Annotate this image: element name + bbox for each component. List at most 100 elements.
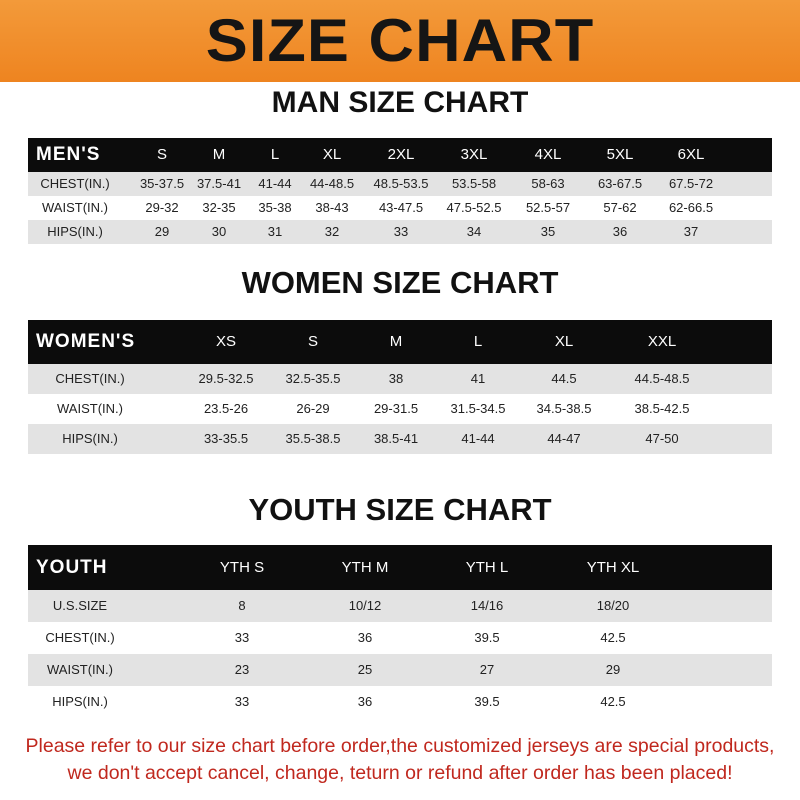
size-header: 3XL	[460, 146, 488, 163]
row-label: WAIST(IN.)	[57, 401, 123, 416]
men-size-table: MEN'S S M L XL 2XL 3XL 4XL 5XL 6XL CHEST(IN.) 35-37…	[28, 138, 772, 244]
table-cell: 58-63	[531, 176, 565, 191]
table-cell: 35-38	[258, 200, 292, 215]
youth-size-table: YOUTH YTH S YTH M YTH L YTH XL U.S.SIZE 8 10/12…	[28, 545, 772, 718]
table-cell: 38	[388, 371, 404, 386]
table-row: WAIST(IN.) 23 25 27 29	[28, 654, 772, 686]
row-label: HIPS(IN.)	[62, 431, 118, 446]
table-cell: 34.5-38.5	[536, 401, 592, 416]
table-cell: 37.5-41	[196, 176, 242, 191]
youth-section-title: YOUTH SIZE CHART	[248, 492, 552, 527]
row-label: HIPS(IN.)	[52, 694, 108, 709]
table-cell: 47-50	[645, 431, 679, 446]
table-cell: 32.5-35.5	[285, 371, 341, 386]
table-row: WAIST(IN.) 23.5-26 26-29 29-31.5 31.5-34.5 34…	[28, 394, 772, 424]
table-cell: 33-35.5	[203, 431, 249, 446]
women-size-table: WOMEN'S XS S M L XL XXL CHEST(IN.) 29.5-32.5 32.5…	[28, 320, 772, 454]
size-header: 2XL	[387, 146, 415, 163]
table-header-row: MEN'S S M L XL 2XL 3XL 4XL 5XL 6XL	[28, 138, 772, 172]
table-row: U.S.SIZE 8 10/12 14/16 18/20	[28, 590, 772, 622]
table-cell: 38-43	[315, 200, 349, 215]
table-cell: 44-48.5	[309, 176, 355, 191]
table-cell: 36	[357, 630, 373, 645]
size-header: XL	[554, 333, 574, 350]
row-label: CHEST(IN.)	[55, 371, 125, 386]
table-cell: 32-35	[202, 200, 236, 215]
table-cell: 67.5-72	[668, 176, 714, 191]
table-cell: 53.5-58	[451, 176, 497, 191]
table-header-row: WOMEN'S XS S M L XL XXL	[28, 320, 772, 364]
table-cell: 26-29	[296, 401, 330, 416]
size-header: L	[473, 333, 483, 350]
table-cell: 10/12	[348, 598, 382, 613]
table-cell: 36	[612, 224, 628, 239]
table-cell: 35-37.5	[139, 176, 185, 191]
table-cell: 23.5-26	[203, 401, 249, 416]
table-cell: 25	[357, 662, 373, 677]
table-row: CHEST(IN.) 33 36 39.5 42.5	[28, 622, 772, 654]
size-header: M	[389, 333, 403, 350]
table-cell: 33	[234, 694, 250, 709]
size-header: 4XL	[534, 146, 562, 163]
table-cell: 39.5	[474, 630, 500, 645]
table-cell: 33	[234, 630, 250, 645]
size-header: S	[307, 333, 319, 350]
size-header: XS	[215, 333, 237, 350]
size-header: M	[212, 146, 226, 163]
table-cell: 29-31.5	[373, 401, 419, 416]
table-header-row: YOUTH YTH S YTH M YTH L YTH XL	[28, 545, 772, 590]
table-cell: 44.5	[551, 371, 577, 386]
size-header: L	[270, 146, 280, 163]
table-cell: 52.5-57	[525, 200, 571, 215]
size-header: XXL	[647, 333, 677, 350]
table-cell: 38.5-42.5	[634, 401, 690, 416]
table-cell: 41-44	[258, 176, 292, 191]
table-cell: 44-47	[547, 431, 581, 446]
size-header: YTH XL	[586, 559, 640, 576]
table-cell: 8	[238, 598, 246, 613]
table-row: WAIST(IN.) 29-32 32-35 35-38 38-43 43-47.5 47.…	[28, 196, 772, 220]
size-header: S	[156, 146, 168, 163]
table-row: CHEST(IN.) 35-37.5 37.5-41 41-44 44-48.5 48.5…	[28, 172, 772, 196]
table-row: CHEST(IN.) 29.5-32.5 32.5-35.5 38 41 44.5 44.5…	[28, 364, 772, 394]
notice-line-2: we don't accept cancel, change, teturn o…	[67, 762, 733, 784]
women-section-title: WOMEN SIZE CHART	[241, 265, 559, 300]
row-label: WAIST(IN.)	[47, 662, 113, 677]
row-label: U.S.SIZE	[52, 598, 108, 613]
table-header-label: MEN'S	[36, 144, 101, 165]
row-label: WAIST(IN.)	[42, 200, 108, 215]
table-cell: 43-47.5	[378, 200, 424, 215]
table-header-label: YOUTH	[36, 557, 108, 578]
table-row: HIPS(IN.) 33-35.5 35.5-38.5 38.5-41 41-44 44-…	[28, 424, 772, 454]
men-section-title: MAN SIZE CHART	[271, 86, 529, 119]
table-cell: 41	[470, 371, 486, 386]
table-cell: 35	[540, 224, 556, 239]
table-cell: 23	[234, 662, 250, 677]
table-cell: 38.5-41	[373, 431, 419, 446]
table-cell: 29-32	[145, 200, 179, 215]
table-row: HIPS(IN.) 29 30 31 32 33 34 35 36 37	[28, 220, 772, 244]
size-header: 6XL	[677, 146, 705, 163]
table-header-label: WOMEN'S	[36, 331, 136, 352]
size-header: 5XL	[606, 146, 634, 163]
table-cell: 34	[466, 224, 482, 239]
banner: SIZE CHART	[0, 0, 800, 82]
table-cell: 36	[357, 694, 373, 709]
table-cell: 29	[154, 224, 170, 239]
table-cell: 30	[211, 224, 227, 239]
size-header: YTH S	[219, 559, 265, 576]
table-cell: 41-44	[461, 431, 495, 446]
notice-line-1: Please refer to our size chart before or…	[25, 735, 775, 757]
table-cell: 62-66.5	[668, 200, 714, 215]
table-cell: 35.5-38.5	[285, 431, 341, 446]
size-header: YTH L	[465, 559, 509, 576]
table-cell: 29	[605, 662, 621, 677]
table-cell: 27	[479, 662, 495, 677]
table-cell: 42.5	[600, 630, 626, 645]
table-cell: 31.5-34.5	[450, 401, 506, 416]
table-cell: 39.5	[474, 694, 500, 709]
table-cell: 33	[393, 224, 409, 239]
table-cell: 18/20	[596, 598, 630, 613]
banner-title: SIZE CHART	[205, 7, 595, 74]
table-cell: 32	[324, 224, 340, 239]
